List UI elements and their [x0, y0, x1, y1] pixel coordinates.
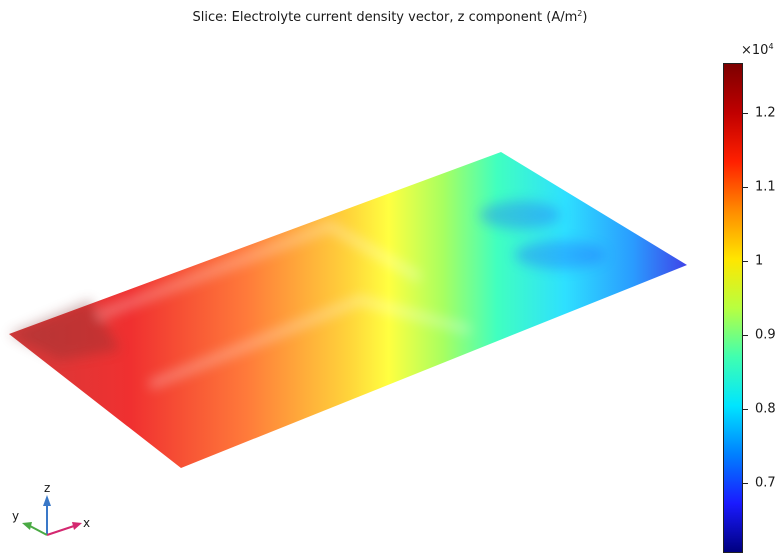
colorbar-tick-label: 0.8 [755, 401, 776, 417]
axis-z-label: z [44, 481, 51, 495]
colorbar-tick-label: 1.2 [755, 105, 776, 121]
colorbar-tick-mark [743, 113, 748, 114]
colorbar-tick-mark [743, 261, 748, 262]
colorbar-tick-mark [743, 335, 748, 336]
plot-title: Slice: Electrolyte current density vecto… [192, 9, 588, 25]
colorbar-tick-mark [743, 409, 748, 410]
colorbar-tick-label: 0.9 [755, 327, 776, 343]
axis-triad: z x y [8, 380, 108, 551]
axis-y-label: y [12, 509, 20, 523]
colorbar-tick-label: 1 [755, 253, 764, 269]
slice-shading [9, 201, 605, 389]
colorbar [723, 63, 743, 553]
axis-x-label: x [83, 516, 91, 530]
slice-surface [9, 152, 687, 468]
colorbar-tick-mark [743, 483, 748, 484]
colorbar-tick-label: 0.7 [755, 475, 776, 491]
colorbar-multiplier: ×104 [741, 42, 774, 58]
colorbar-tick-label: 1.1 [755, 179, 776, 195]
colorbar-tick-mark [743, 187, 748, 188]
